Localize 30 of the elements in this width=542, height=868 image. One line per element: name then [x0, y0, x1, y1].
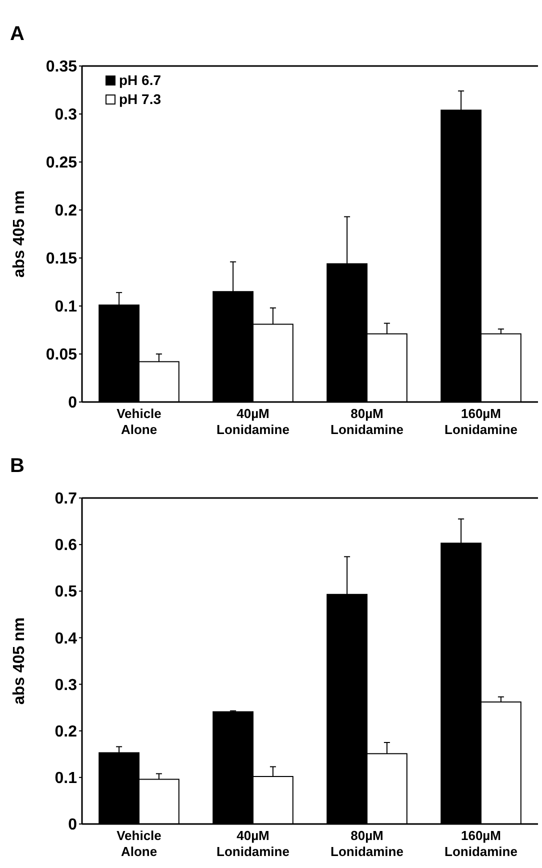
legend-label: pH 6.7	[119, 72, 162, 88]
chart-title: B	[10, 455, 24, 477]
x-tick-label: 40µM Lonidamine	[216, 406, 290, 437]
y-tick-label: 0	[68, 816, 78, 834]
x-tick-label: 160µM Lonidamine	[444, 406, 518, 437]
x-tick-label: Vehicle Alone	[116, 406, 162, 437]
y-axis-title: abs 405 nm	[11, 617, 28, 705]
y-tick-label: 0.15	[46, 250, 78, 268]
y-tick-label: 0.2	[54, 202, 78, 220]
y-tick-label: 0.25	[46, 154, 78, 172]
x-tick-label: Vehicle Alone	[116, 828, 162, 859]
y-tick-label: 0.7	[54, 490, 78, 508]
y-tick-label: 0	[68, 394, 78, 412]
y-tick-label: 0.35	[46, 58, 78, 76]
x-tick-label: 160µM Lonidamine	[444, 828, 518, 859]
y-tick-label: 0.3	[54, 676, 78, 694]
legend-label: pH 7.3	[119, 91, 162, 107]
y-tick-label: 0.2	[54, 723, 78, 740]
y-tick-label: 0.4	[54, 630, 78, 648]
y-tick-label: 0.5	[54, 584, 78, 601]
y-axis-title: abs 405 nm	[11, 190, 28, 278]
x-tick-label: 40µM Lonidamine	[216, 828, 290, 859]
chart-title: A	[10, 23, 24, 45]
y-tick-label: 0.05	[46, 346, 78, 364]
y-tick-label: 0.6	[54, 537, 78, 554]
y-tick-label: 0.1	[54, 298, 78, 316]
y-tick-label: 0.3	[54, 106, 78, 124]
y-tick-label: 0.1	[54, 770, 78, 788]
x-tick-label: 80µM Lonidamine	[330, 828, 404, 859]
x-tick-label: 80µM Lonidamine	[330, 406, 404, 437]
